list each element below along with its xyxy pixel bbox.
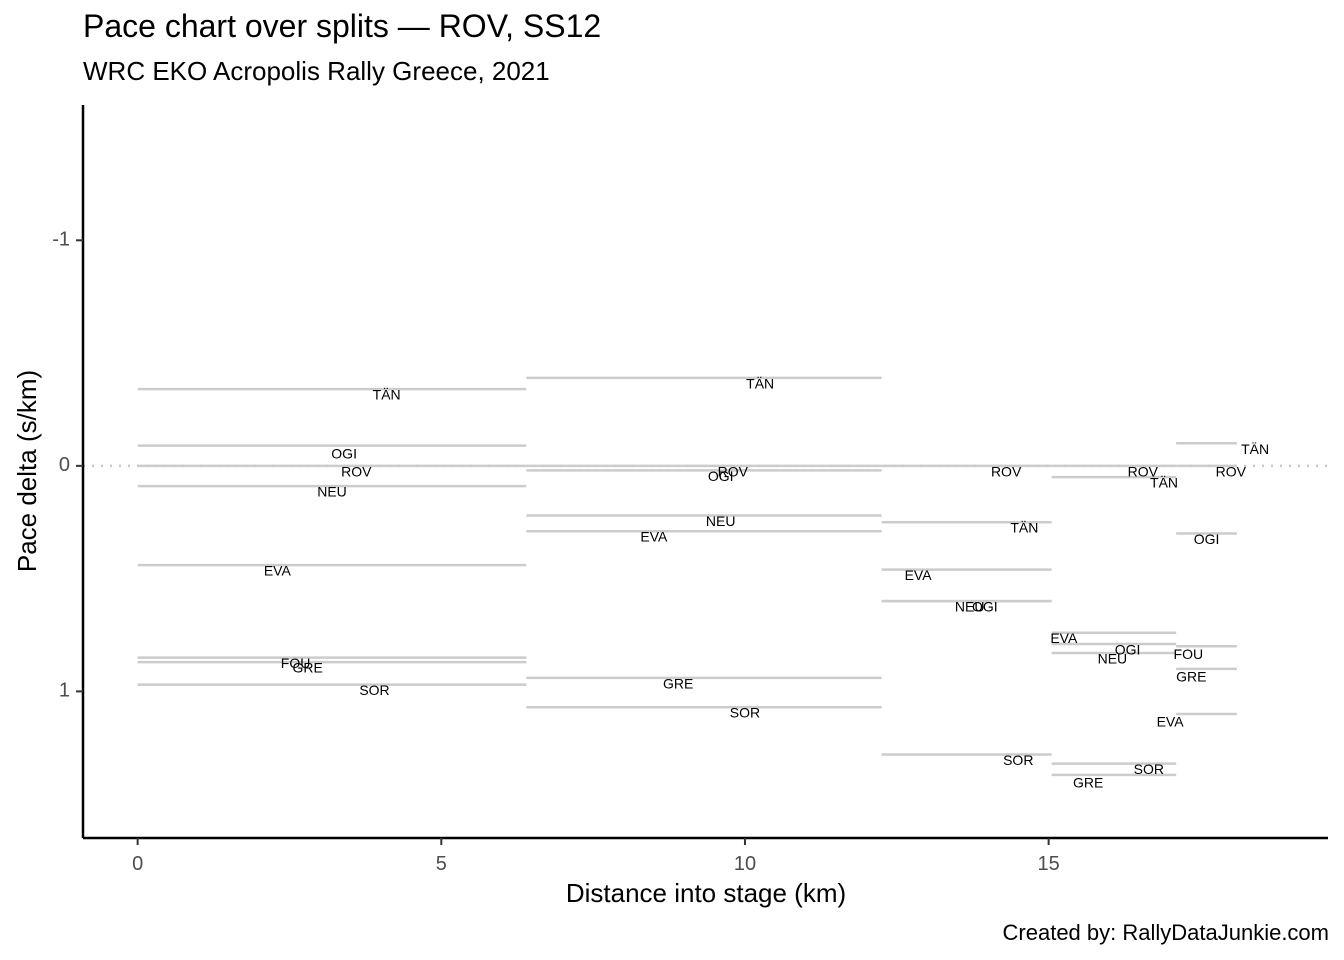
driver-label: TÄN [1010,520,1038,536]
driver-label: ROV [1128,463,1159,479]
driver-label: ROV [341,463,372,479]
driver-label: EVA [1157,714,1185,730]
driver-label: SOR [1003,752,1033,768]
driver-label: ROV [1216,463,1247,479]
driver-label: ROV [991,463,1022,479]
driver-label: OGI [972,599,998,615]
driver-label: EVA [264,563,292,579]
driver-label: EVA [905,567,933,583]
x-tick-label: 10 [734,853,756,875]
x-axis-label: Distance into stage (km) [566,878,846,908]
driver-label: OGI [1115,642,1141,658]
x-tick-label: 5 [436,853,447,875]
driver-label: OGI [1194,531,1220,547]
driver-label: OGI [331,445,357,461]
driver-label: GRE [293,660,323,676]
driver-label: GRE [1073,775,1103,791]
driver-label: TÄN [746,375,774,391]
driver-label: TÄN [1150,475,1178,491]
driver-label: SOR [359,682,389,698]
axes-layer: 0 5 10 15 -1 0 1 [52,105,1328,875]
driver-label: EVA [640,529,668,545]
labels-layer: TÄNOGIROVNEUEVAFOUGRESORTÄNROVOGINEUEVAG… [264,375,1269,790]
x-tick-label: 0 [132,853,143,875]
driver-label: NEU [1098,651,1128,667]
chart-caption: Created by: RallyDataJunkie.com [1002,920,1329,945]
driver-label: ROV [718,463,749,479]
driver-label: GRE [1176,669,1206,685]
chart-title: Pace chart over splits — ROV, SS12 [83,8,602,44]
chart-subtitle: WRC EKO Acropolis Rally Greece, 2021 [83,56,550,86]
driver-label: NEU [955,599,985,615]
y-axis-label: Pace delta (s/km) [12,370,42,572]
x-tick-label: 15 [1038,853,1060,875]
driver-label: TÄN [373,387,401,403]
driver-label: NEU [317,484,347,500]
driver-label: EVA [1050,630,1078,646]
driver-label: GRE [663,675,693,691]
driver-label: SOR [730,705,760,721]
driver-label: FOU [1174,646,1204,662]
driver-label: TÄN [1241,441,1269,457]
y-tick-label: 1 [59,680,70,702]
y-tick-label: -1 [52,229,70,251]
y-tick-label: 0 [59,454,70,476]
driver-label: SOR [1134,761,1164,777]
segments-layer [83,376,1328,777]
driver-label: FOU [281,655,311,671]
driver-label: OGI [708,468,734,484]
driver-label: NEU [706,513,736,529]
